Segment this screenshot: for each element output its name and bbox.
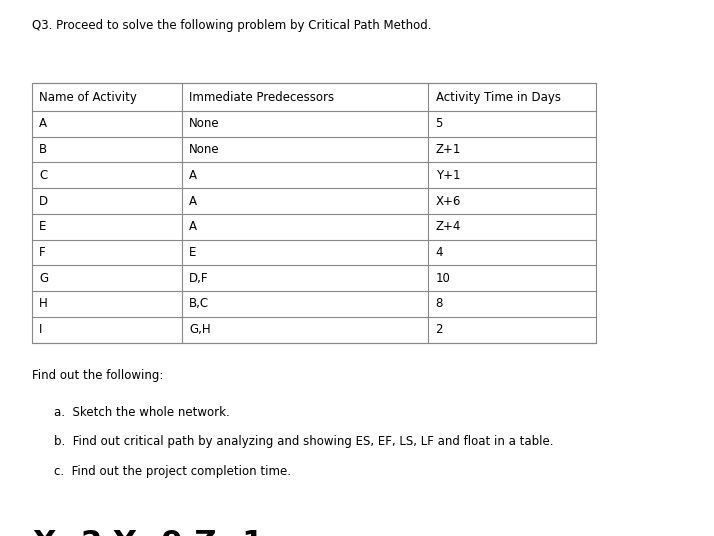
Text: D: D: [39, 195, 49, 207]
Text: 5: 5: [436, 117, 443, 130]
Text: A: A: [189, 220, 197, 233]
Text: F: F: [39, 246, 46, 259]
Text: H: H: [39, 297, 48, 310]
Text: None: None: [189, 143, 220, 156]
Text: B,C: B,C: [189, 297, 209, 310]
Text: A: A: [39, 117, 47, 130]
Text: A: A: [189, 169, 197, 182]
Text: G,H: G,H: [189, 323, 211, 336]
Text: I: I: [39, 323, 43, 336]
Text: Immediate Predecessors: Immediate Predecessors: [189, 91, 334, 103]
Text: b.  Find out critical path by analyzing and showing ES, EF, LS, LF and float in : b. Find out critical path by analyzing a…: [54, 435, 553, 448]
Text: B: B: [39, 143, 47, 156]
Text: E: E: [189, 246, 196, 259]
Text: Y+1: Y+1: [436, 169, 460, 182]
Text: X+6: X+6: [436, 195, 461, 207]
Text: E: E: [39, 220, 46, 233]
Text: Activity Time in Days: Activity Time in Days: [436, 91, 560, 103]
Text: D,F: D,F: [189, 272, 208, 285]
Text: Find out the following:: Find out the following:: [32, 369, 164, 382]
Text: Z+4: Z+4: [436, 220, 461, 233]
Text: Q3. Proceed to solve the following problem by Critical Path Method.: Q3. Proceed to solve the following probl…: [32, 19, 432, 32]
Text: 4: 4: [436, 246, 443, 259]
Text: C: C: [39, 169, 48, 182]
Text: Name of Activity: Name of Activity: [39, 91, 137, 103]
Text: c.  Find out the project completion time.: c. Find out the project completion time.: [54, 465, 291, 478]
Text: A: A: [189, 195, 197, 207]
Text: 2: 2: [436, 323, 443, 336]
Text: X=2,Y=9,Z=1: X=2,Y=9,Z=1: [32, 529, 263, 536]
Text: None: None: [189, 117, 220, 130]
Text: 8: 8: [436, 297, 443, 310]
Text: 10: 10: [436, 272, 451, 285]
Text: a.  Sketch the whole network.: a. Sketch the whole network.: [54, 406, 229, 419]
Text: G: G: [39, 272, 49, 285]
Text: Z+1: Z+1: [436, 143, 461, 156]
